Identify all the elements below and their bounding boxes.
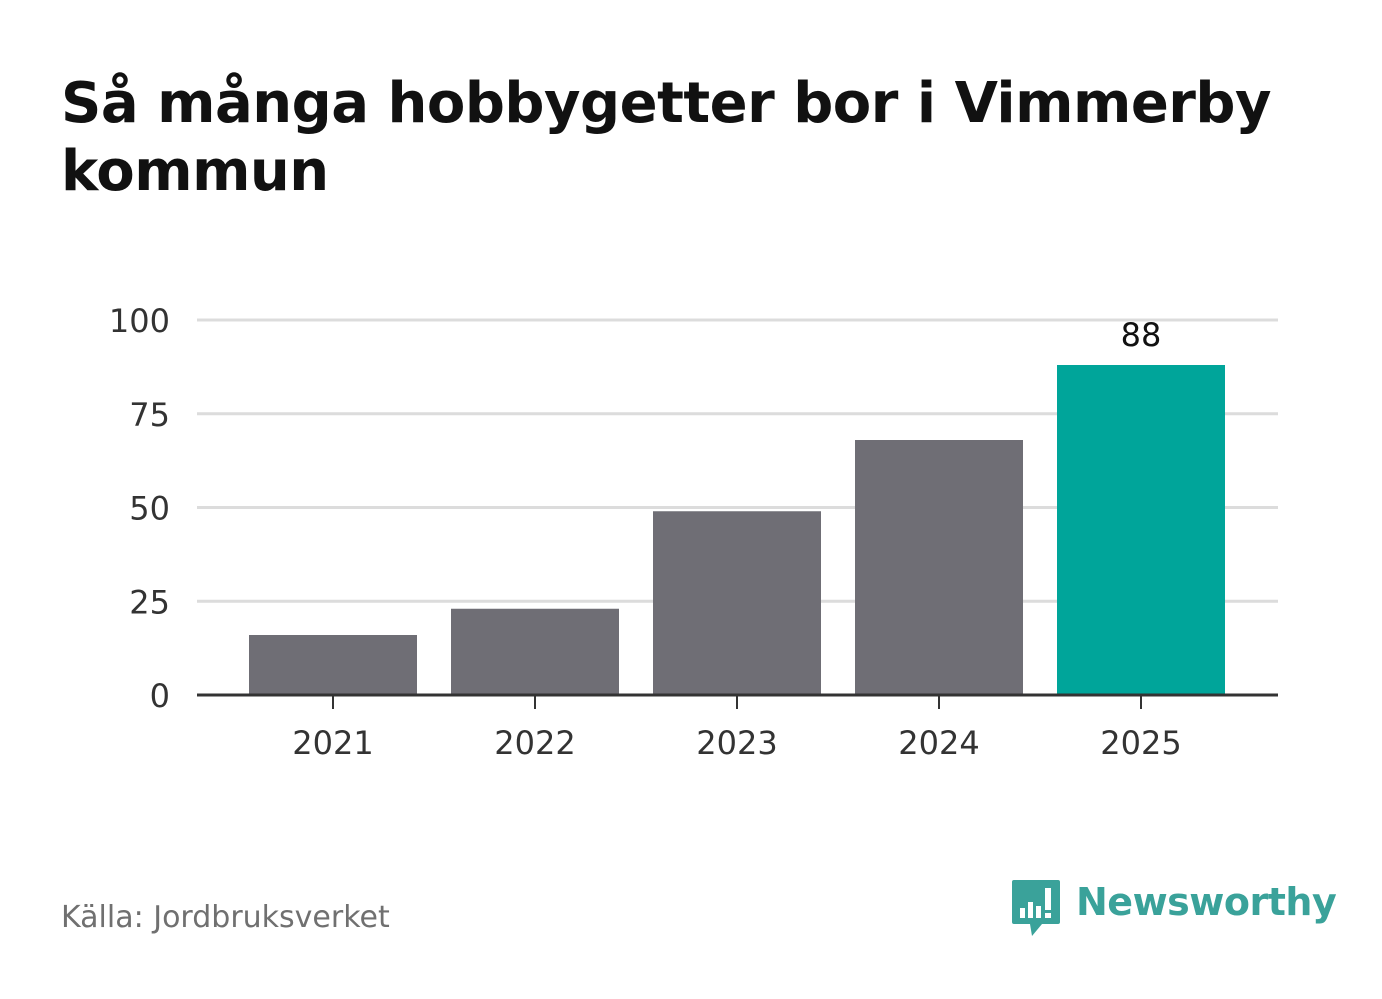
y-axis-ticks: 0 25 50 75 100 — [109, 302, 170, 715]
bars — [249, 365, 1225, 695]
x-tick-label: 2024 — [898, 724, 979, 762]
y-tick-label: 100 — [109, 302, 170, 340]
brand-logo: Newsworthy — [1010, 878, 1337, 940]
x-tick-label: 2025 — [1100, 724, 1181, 762]
brand-name: Newsworthy — [1076, 880, 1337, 924]
source-note: Källa: Jordbruksverket — [61, 900, 390, 935]
x-tick-label: 2023 — [696, 724, 777, 762]
data-label: 88 — [1121, 316, 1162, 354]
data-labels: 88 — [1121, 316, 1162, 354]
x-tick-label: 2021 — [292, 724, 373, 762]
bar-2023 — [653, 511, 821, 695]
bar-2025 — [1057, 365, 1225, 695]
chart-title: Så många hobbygetter bor i Vimmerby komm… — [61, 71, 1272, 204]
bar-2021 — [249, 635, 417, 695]
x-axis-ticks: 2021 2022 2023 2024 2025 — [292, 695, 1182, 762]
newsworthy-logo-icon — [1012, 880, 1060, 936]
y-tick-label: 25 — [129, 583, 170, 621]
y-tick-label: 75 — [129, 396, 170, 434]
y-tick-label: 0 — [150, 677, 170, 715]
bar-2024 — [855, 440, 1023, 695]
bar-2022 — [451, 608, 619, 695]
x-tick-label: 2022 — [494, 724, 575, 762]
y-tick-label: 50 — [129, 490, 170, 528]
